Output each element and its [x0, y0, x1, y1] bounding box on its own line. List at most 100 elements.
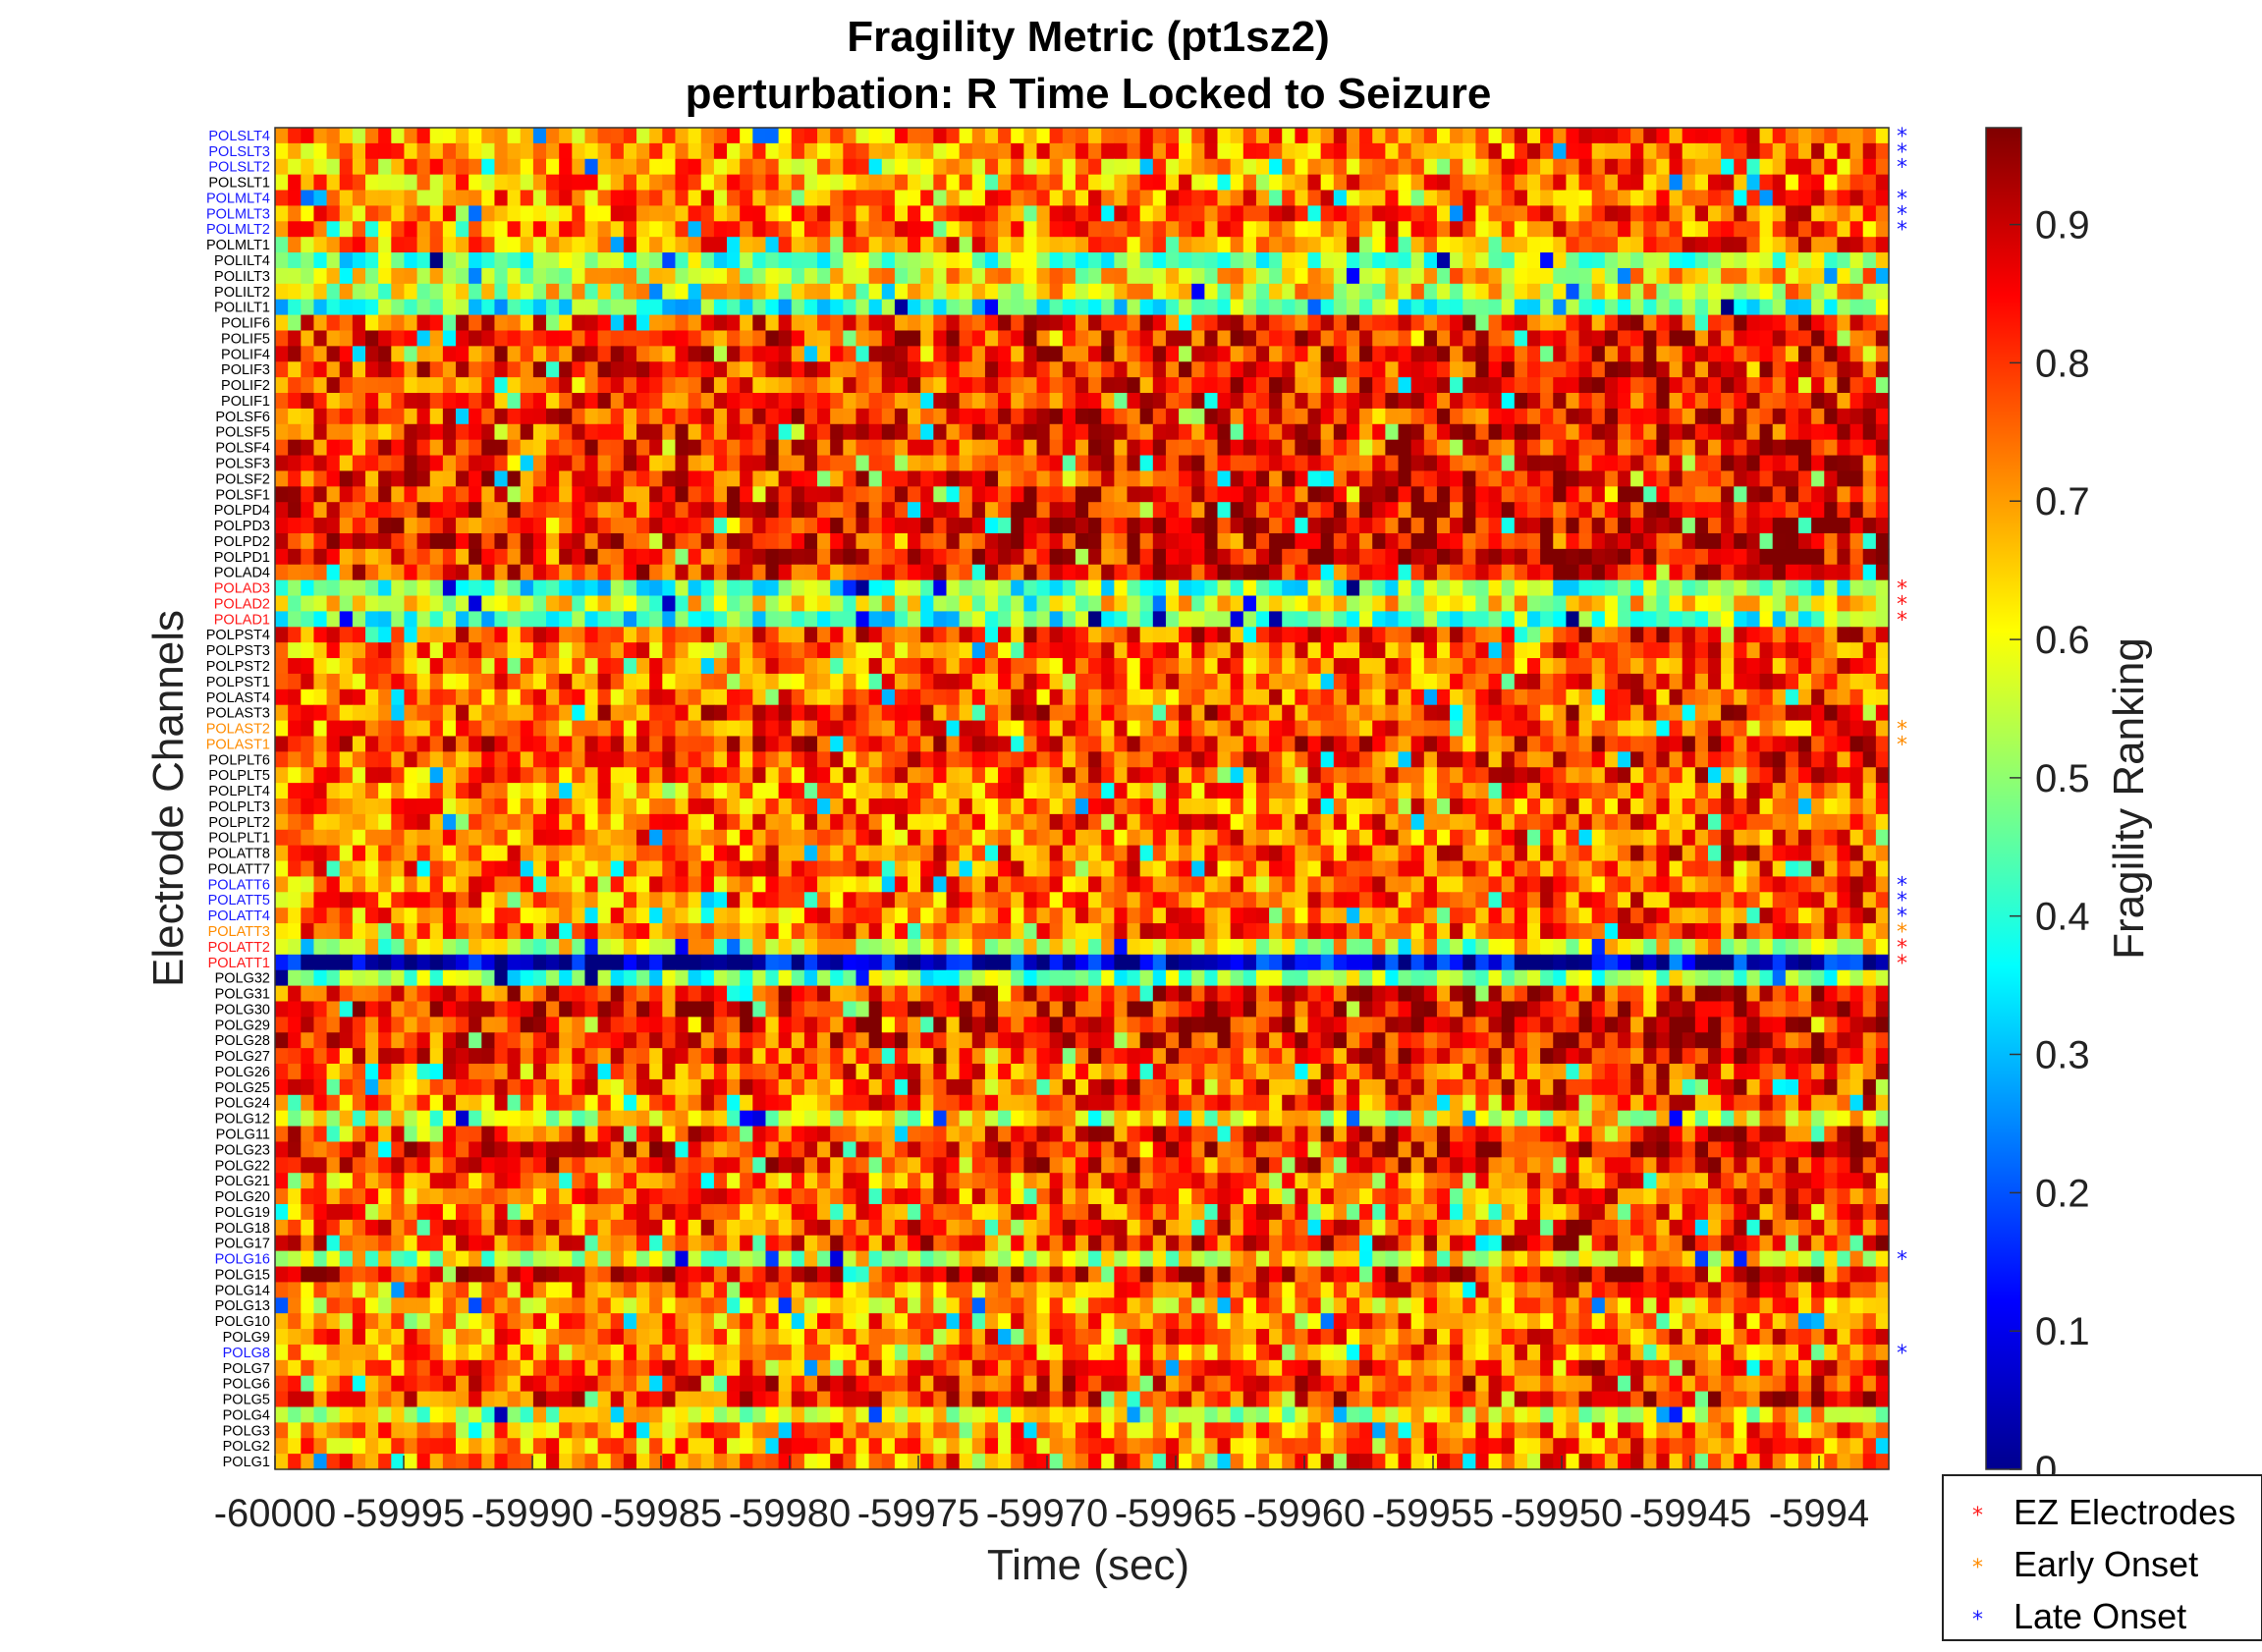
heatmap-cell	[391, 330, 406, 347]
heatmap-cell	[1049, 377, 1064, 394]
heatmap-cell	[649, 673, 663, 690]
heatmap-cell	[1669, 736, 1683, 752]
heatmap-cell	[752, 299, 767, 316]
heatmap-cell	[1359, 579, 1373, 597]
heatmap-cell	[1707, 377, 1722, 394]
heatmap-cell	[1630, 502, 1644, 519]
heatmap-cell	[1372, 439, 1386, 457]
heatmap-cell	[1617, 330, 1631, 347]
heatmap-cell	[1811, 299, 1825, 316]
heatmap-cell	[481, 486, 496, 503]
heatmap-cell	[416, 267, 431, 285]
heatmap-cell	[894, 642, 909, 659]
heatmap-cell	[429, 299, 444, 316]
heatmap-cell	[1139, 611, 1154, 628]
heatmap-cell	[1837, 673, 1851, 690]
heatmap-cell	[1772, 267, 1787, 285]
heatmap-cell	[275, 627, 289, 643]
heatmap-cell	[456, 548, 469, 566]
heatmap-cell	[1307, 221, 1322, 238]
heatmap-cell	[1656, 423, 1671, 441]
heatmap-cell	[507, 595, 522, 612]
heatmap-cell	[662, 673, 677, 690]
heatmap-cell	[559, 158, 573, 176]
heatmap-cell	[1553, 736, 1567, 752]
heatmap-cell	[352, 486, 366, 503]
heatmap-cell	[998, 158, 1012, 176]
heatmap-cell	[1540, 673, 1554, 690]
heatmap-cell	[326, 518, 341, 534]
heatmap-cell	[1204, 595, 1219, 612]
heatmap-cell	[1062, 314, 1076, 332]
heatmap-cell	[1062, 393, 1076, 410]
heatmap-cell	[1797, 502, 1812, 519]
heatmap-cell	[1462, 314, 1476, 332]
heatmap-cell	[946, 158, 961, 176]
heatmap-cell	[1540, 252, 1554, 269]
heatmap-cell	[301, 720, 315, 738]
heatmap-cell	[481, 673, 496, 690]
heatmap-cell	[481, 736, 496, 752]
heatmap-cell	[494, 190, 509, 207]
heatmap-cell	[301, 346, 315, 362]
heatmap-cell	[1049, 393, 1064, 410]
heatmap-cell	[894, 736, 909, 752]
heatmap-cell	[662, 314, 677, 332]
heatmap-cell	[1824, 595, 1839, 612]
heatmap-cell	[1694, 455, 1709, 472]
heatmap-cell	[1514, 128, 1528, 144]
heatmap-cell	[1152, 190, 1167, 207]
heatmap-cell	[416, 423, 431, 441]
heatmap-cell	[817, 346, 831, 362]
heatmap-cell	[1049, 579, 1064, 597]
heatmap-cell	[1062, 720, 1076, 738]
heatmap-cell	[778, 532, 793, 550]
heatmap-cell	[520, 627, 534, 643]
heatmap-cell	[1837, 237, 1851, 253]
heatmap-cell	[1307, 205, 1322, 222]
heatmap-cell	[1591, 611, 1606, 628]
heatmap-cell	[1759, 486, 1774, 503]
heatmap-cell	[1242, 237, 1257, 253]
heatmap-cell	[559, 439, 573, 457]
heatmap-cell	[1669, 128, 1683, 144]
heatmap-cell	[1088, 688, 1102, 706]
heatmap-cell	[675, 455, 690, 472]
heatmap-cell	[572, 330, 586, 347]
heatmap-cell	[1217, 532, 1232, 550]
heatmap-cell	[817, 408, 831, 425]
heatmap-cell	[559, 548, 573, 566]
heatmap-cell	[494, 627, 509, 643]
heatmap-cell	[752, 736, 767, 752]
heatmap-cell	[365, 267, 379, 285]
heatmap-cell	[1656, 611, 1671, 628]
heatmap-cell	[1746, 393, 1761, 410]
heatmap-cell	[1811, 283, 1825, 301]
heatmap-cell	[1036, 205, 1051, 222]
heatmap-cell	[1114, 252, 1129, 269]
heatmap-cell	[971, 252, 986, 269]
heatmap-cell	[352, 518, 366, 534]
heatmap-cell	[288, 502, 302, 519]
heatmap-cell	[1604, 267, 1619, 285]
heatmap-cell	[1849, 595, 1864, 612]
heatmap-cell	[1075, 267, 1089, 285]
heatmap-cell	[532, 314, 547, 332]
heatmap-cell	[1423, 361, 1438, 378]
heatmap-cell	[391, 720, 406, 738]
heatmap-cell	[1307, 455, 1322, 472]
heatmap-cell	[1075, 408, 1089, 425]
heatmap-cell	[1320, 470, 1335, 487]
heatmap-cell	[1398, 736, 1412, 752]
heatmap-cell	[391, 346, 406, 362]
heatmap-cell	[469, 627, 482, 643]
heatmap-cell	[1746, 128, 1761, 144]
heatmap-cell	[803, 283, 818, 301]
heatmap-cell	[1811, 704, 1825, 722]
heatmap-cell	[894, 658, 909, 675]
heatmap-cell	[765, 346, 780, 362]
heatmap-cell	[546, 205, 560, 222]
heatmap-cell	[326, 564, 341, 581]
heatmap-cell	[1837, 393, 1851, 410]
heatmap-cell	[1307, 611, 1322, 628]
